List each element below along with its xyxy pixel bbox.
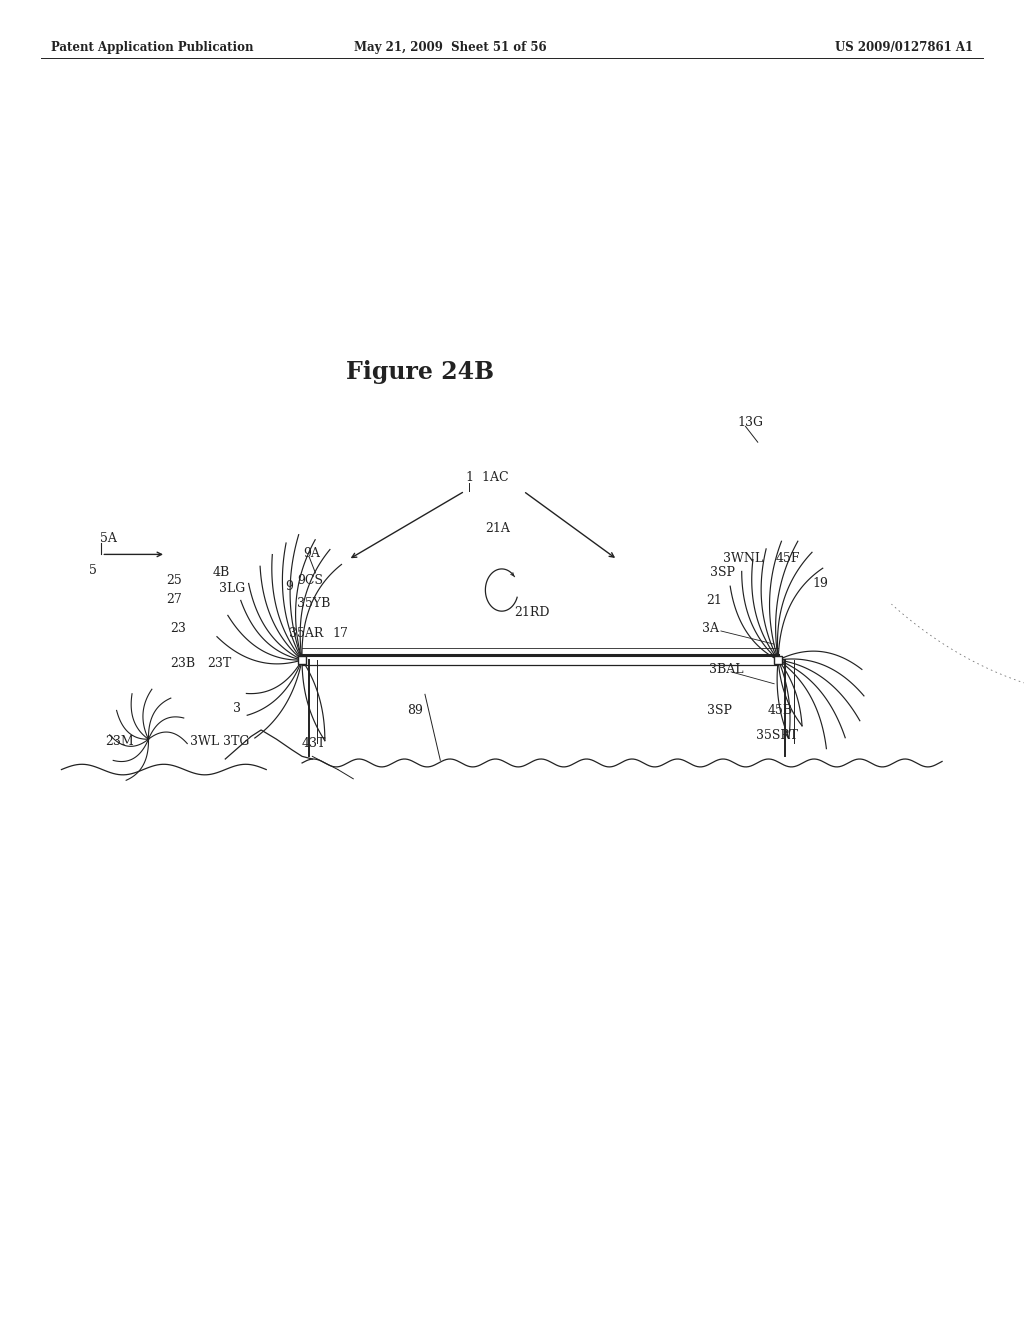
Text: 27: 27 [166,593,181,606]
Text: 3WNL: 3WNL [723,552,763,565]
Text: Figure 24B: Figure 24B [346,360,494,384]
Text: 43T: 43T [302,737,327,750]
Text: 21RD: 21RD [514,606,550,619]
Text: Patent Application Publication: Patent Application Publication [51,41,254,54]
Text: 35AR: 35AR [289,627,324,640]
Text: 5: 5 [89,564,97,577]
Text: 3: 3 [233,702,242,715]
Text: 17: 17 [333,627,349,640]
Text: US 2009/0127861 A1: US 2009/0127861 A1 [835,41,973,54]
Text: 4B: 4B [213,566,230,579]
Text: 21: 21 [707,594,723,607]
Text: 23T: 23T [207,657,231,671]
Text: 13G: 13G [737,416,763,429]
Text: 45B: 45B [768,704,794,717]
Text: 3SP: 3SP [707,704,731,717]
Text: 25: 25 [166,574,181,587]
Text: 45F: 45F [775,552,800,565]
Text: 35YB: 35YB [297,597,331,610]
Text: 3TG: 3TG [223,735,250,748]
Text: 9: 9 [286,579,294,593]
Text: 23: 23 [170,622,186,635]
Text: 3LG: 3LG [219,582,246,595]
Text: 89: 89 [408,704,424,717]
Text: 23M: 23M [105,735,134,748]
Text: 9A: 9A [303,546,319,560]
Text: 21A: 21A [485,521,510,535]
Text: 9CS: 9CS [297,574,323,587]
Text: May 21, 2009  Sheet 51 of 56: May 21, 2009 Sheet 51 of 56 [354,41,547,54]
Text: 3WL: 3WL [190,735,219,748]
Text: 3BAL: 3BAL [709,663,743,676]
Text: 19: 19 [812,577,828,590]
Text: 3A: 3A [702,622,720,635]
Text: 35SRT: 35SRT [756,729,798,742]
Text: 23B: 23B [170,657,196,671]
Text: 1  1AC: 1 1AC [466,471,509,484]
Text: 3SP: 3SP [710,566,734,579]
Text: 5A: 5A [100,532,117,545]
